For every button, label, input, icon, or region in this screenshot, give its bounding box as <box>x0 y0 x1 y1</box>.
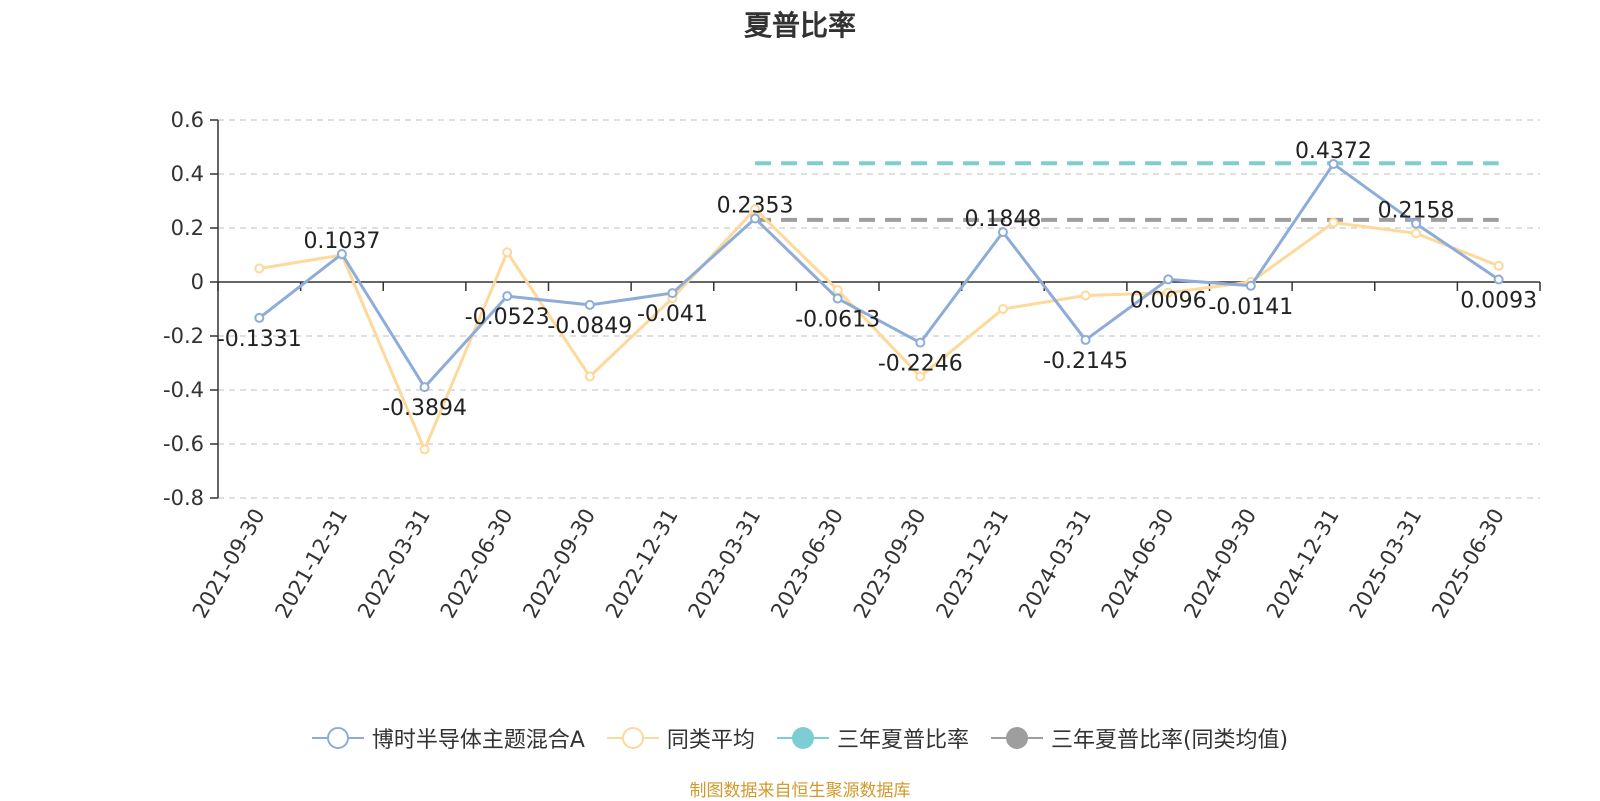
data-label-4: -0.0849 <box>547 314 632 339</box>
series-1-point-14 <box>1411 228 1422 239</box>
data-label-10: -0.2145 <box>1043 349 1128 374</box>
legend-label-peer-average: 同类平均 <box>666 728 755 753</box>
series-1-point-6 <box>750 204 761 215</box>
legend-item-peer-average[interactable]: 同类平均 <box>606 722 755 754</box>
x-tick-label-10: 2024-03-31 <box>1014 505 1096 623</box>
series-0-point-7 <box>832 293 843 304</box>
legend: 博时半导体主题混合A 同类平均 三年夏普比率 三年夏普比率(同类均值) <box>0 722 1600 754</box>
y-tick-label-2: 0.2 <box>171 216 204 240</box>
series-0-point-8 <box>915 337 926 348</box>
series-0-point-13 <box>1328 158 1339 169</box>
data-label-11: 0.0096 <box>1130 288 1207 313</box>
x-tick-label-13: 2024-12-31 <box>1262 505 1344 623</box>
x-tick-label-4: 2022-09-30 <box>518 505 600 623</box>
y-tick-label-1: 0.4 <box>171 162 204 186</box>
data-labels: -0.1331 0.1037 -0.3894 -0.0523-0.0849 -0.041… <box>217 139 1537 421</box>
x-tick-label-2: 2022-03-31 <box>353 505 435 623</box>
data-label-7: -0.0613 <box>795 308 880 333</box>
series-1-point-2 <box>419 444 430 455</box>
source-note: 制图数据来自恒生聚源数据库 <box>689 781 911 801</box>
series-1-point-11 <box>1163 287 1174 298</box>
data-label-9: 0.1848 <box>964 207 1041 232</box>
series-lines <box>254 158 1504 455</box>
series-0-point-14 <box>1411 218 1422 229</box>
series-0-point-11 <box>1163 274 1174 285</box>
legend-item-three-year-sharpe-peer[interactable]: 三年夏普比率(同类均值) <box>990 722 1289 754</box>
series-line-1 <box>259 207 1500 451</box>
y-tick-label-7: -0.8 <box>163 486 204 510</box>
x-tick-label-15: 2025-06-30 <box>1427 505 1509 623</box>
series-line-0 <box>258 162 1500 389</box>
legend-hollow-circle-icon <box>606 727 659 749</box>
x-tick-label-11: 2024-06-30 <box>1097 505 1179 623</box>
y-tick-label-5: -0.4 <box>163 378 204 402</box>
data-label-14: 0.2158 <box>1378 199 1455 224</box>
data-label-12: -0.0141 <box>1208 295 1293 320</box>
series-1-point-4 <box>584 371 595 382</box>
series-0-point-2 <box>419 382 430 393</box>
legend-label-three-year-sharpe: 三年夏普比率 <box>836 728 969 753</box>
legend-hollow-circle-icon <box>311 727 364 749</box>
series-1-point-8 <box>915 371 926 382</box>
x-tick-label-7: 2023-06-30 <box>766 505 848 623</box>
series-1-point-7 <box>832 285 843 296</box>
legend-label-fund: 博时半导体主题混合A <box>371 728 585 753</box>
legend-item-three-year-sharpe[interactable]: 三年夏普比率 <box>776 722 969 754</box>
x-tick-label-1: 2021-12-31 <box>270 505 352 623</box>
x-tick-label-8: 2023-09-30 <box>849 505 931 623</box>
series-1-point-3 <box>502 247 513 258</box>
series-0-point-6 <box>750 213 761 224</box>
x-tick-label-12: 2024-09-30 <box>1179 505 1261 623</box>
y-tick-label-0: 0.6 <box>171 108 204 132</box>
data-label-15: 0.0093 <box>1460 288 1537 313</box>
y-tick-label-3: 0 <box>191 270 204 294</box>
x-tick-label-9: 2023-12-31 <box>931 505 1013 623</box>
series-0-point-1 <box>336 249 347 260</box>
data-label-8: -0.2246 <box>878 352 963 377</box>
legend-filled-circle-icon <box>990 727 1043 749</box>
data-label-2: -0.3894 <box>382 396 467 421</box>
x-tick-label-14: 2025-03-31 <box>1345 505 1427 623</box>
legend-label-three-year-sharpe-peer: 三年夏普比率(同类均值) <box>1050 728 1289 753</box>
series-0-point-12 <box>1245 280 1256 291</box>
series-1-point-15 <box>1493 260 1504 271</box>
data-label-5: -0.041 <box>637 302 708 327</box>
reference-lines <box>755 161 1499 222</box>
series-1-point-9 <box>997 304 1008 314</box>
y-tick-label-4: -0.2 <box>163 324 204 348</box>
data-label-0: -0.1331 <box>217 327 302 352</box>
x-tick-label-6: 2023-03-31 <box>684 505 766 623</box>
series-0-point-0 <box>254 312 265 323</box>
series-0-point-3 <box>502 291 513 302</box>
series-1-point-13 <box>1328 217 1339 228</box>
y-tick-label-6: -0.6 <box>163 432 204 456</box>
data-label-3: -0.0523 <box>465 305 550 330</box>
series-0-point-5 <box>667 288 678 299</box>
x-tick-label-0: 2021-09-30 <box>188 505 270 623</box>
x-tick-label-3: 2022-06-30 <box>436 505 518 623</box>
legend-filled-circle-icon <box>776 727 829 749</box>
chart-title: 夏普比率 <box>743 9 856 42</box>
series-0-point-4 <box>584 299 595 310</box>
legend-item-fund[interactable]: 博时半导体主题混合A <box>311 722 585 754</box>
series-0-point-10 <box>1080 334 1091 345</box>
data-label-1: 0.1037 <box>303 229 380 254</box>
series-1-point-10 <box>1080 290 1091 301</box>
data-label-6: 0.2353 <box>717 193 794 218</box>
data-label-13: 0.4372 <box>1295 139 1372 164</box>
x-tick-label-5: 2022-12-31 <box>601 505 683 623</box>
series-0-point-15 <box>1493 274 1504 285</box>
series-1-point-0 <box>254 263 265 274</box>
series-0-point-9 <box>997 227 1008 238</box>
grid-lines <box>218 119 1540 499</box>
